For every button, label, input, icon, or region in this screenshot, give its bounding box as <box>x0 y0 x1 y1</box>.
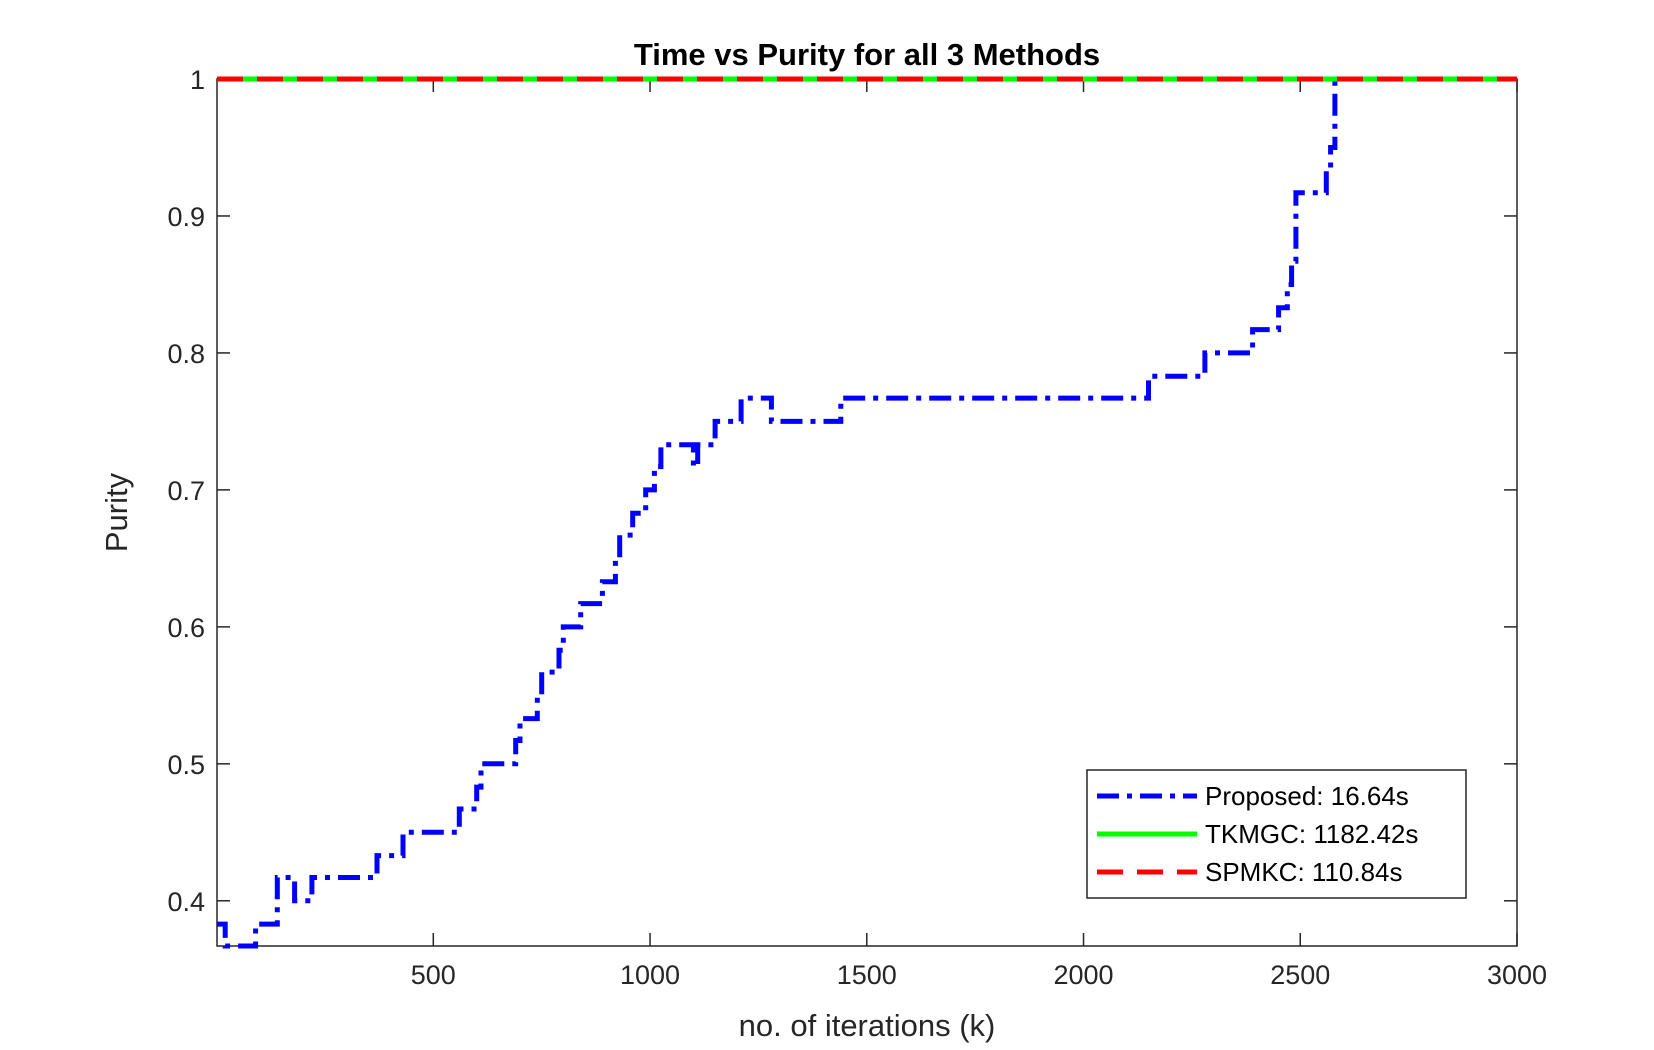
x-axis-label: no. of iterations (k) <box>739 1008 996 1043</box>
legend-label-1: Proposed: 16.64s <box>1205 781 1409 811</box>
y-tick-label: 0.6 <box>167 613 205 643</box>
y-axis-label: Purity <box>99 472 134 552</box>
x-tick-label: 1500 <box>837 960 897 990</box>
y-tick-label: 0.4 <box>167 887 205 917</box>
legend: Proposed: 16.64s TKMGC: 1182.42s SPMKC: 11… <box>1086 769 1467 899</box>
x-axis: 500 1000 1500 2000 2500 3000 <box>411 79 1547 990</box>
x-tick-label: 1000 <box>620 960 680 990</box>
x-tick-label: 500 <box>411 960 456 990</box>
x-tick-label: 2500 <box>1270 960 1330 990</box>
y-tick-label: 0.9 <box>167 202 205 232</box>
legend-label-2: TKMGC: 1182.42s <box>1205 819 1418 849</box>
chart-title: Time vs Purity for all 3 Methods <box>634 37 1100 72</box>
y-tick-label: 0.5 <box>167 750 205 780</box>
legend-label-3: SPMKC: 110.84s <box>1205 857 1403 887</box>
y-tick-label: 0.8 <box>167 339 205 369</box>
y-tick-label: 0.7 <box>167 476 205 506</box>
x-tick-label: 3000 <box>1487 960 1547 990</box>
x-tick-label: 2000 <box>1053 960 1113 990</box>
series-layer <box>217 76 1517 949</box>
y-axis: 0.4 0.5 0.6 0.7 0.8 0.9 1 <box>167 65 1517 917</box>
series-line-1 <box>217 76 1338 949</box>
y-tick-label: 1 <box>190 65 205 95</box>
